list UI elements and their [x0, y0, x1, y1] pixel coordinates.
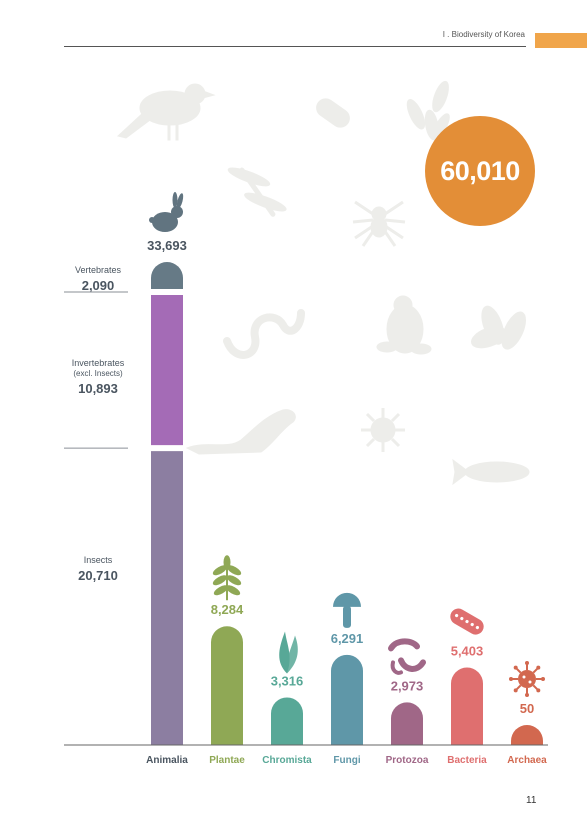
otter-icon	[186, 409, 296, 455]
page-number: 11	[526, 795, 537, 806]
bar-bacteria	[451, 667, 483, 745]
category-label-bacteria: Bacteria	[447, 755, 487, 766]
breakdown-name-vertebrates: Vertebrates	[75, 265, 122, 275]
seaweed-icon	[279, 631, 298, 674]
category-label-plantae: Plantae	[209, 755, 245, 766]
bacillus-icon	[312, 94, 354, 132]
value-label-plantae: 8,284	[211, 602, 244, 617]
bacterium-icon	[450, 608, 484, 635]
dragonfly-icon	[226, 164, 289, 218]
breakdown-value-insects: 20,710	[78, 568, 118, 583]
breakdown-name-invertebrates: Invertebrates	[72, 358, 125, 368]
value-label-protozoa: 2,973	[391, 678, 424, 693]
breakdown-value-invertebrates: 10,893	[78, 381, 118, 396]
bar-animalia-vertebrates	[151, 262, 183, 289]
value-label-archaea: 50	[520, 701, 534, 716]
category-label-fungi: Fungi	[333, 755, 360, 766]
value-label-animalia: 33,693	[147, 238, 187, 253]
breakdown-sub-invertebrates: (excl. Insects)	[73, 369, 123, 378]
mushroom-icon	[333, 592, 361, 628]
category-label-archaea: Archaea	[507, 755, 547, 766]
bird-icon	[117, 83, 215, 141]
fish-icon	[452, 459, 530, 485]
bar-animalia-invertebrates	[151, 294, 183, 446]
total-species-value: 60,010	[440, 155, 520, 186]
snake-icon	[227, 313, 301, 355]
value-label-fungi: 6,291	[331, 631, 364, 646]
value-label-bacteria: 5,403	[451, 644, 484, 659]
category-label-animalia: Animalia	[146, 755, 188, 766]
bar-chromista	[271, 697, 303, 745]
bar-fungi	[331, 654, 363, 745]
breakdown-name-insects: Insects	[84, 555, 113, 565]
category-label-chromista: Chromista	[262, 755, 312, 766]
bar-animalia-insects	[151, 451, 183, 745]
protozoa-icon	[388, 638, 426, 675]
bar-archaea	[511, 725, 543, 745]
frog-icon	[376, 295, 432, 355]
value-label-chromista: 3,316	[271, 673, 304, 688]
bar-plantae	[211, 626, 243, 745]
leaves-icon	[468, 302, 531, 354]
section-title: I . Biodiversity of Korea	[442, 30, 525, 39]
rabbit-icon	[149, 192, 184, 232]
header-rule	[64, 46, 526, 47]
breakdown-value-vertebrates: 2,090	[82, 278, 115, 293]
category-label-protozoa: Protozoa	[386, 755, 429, 766]
leaf-icon	[212, 555, 242, 601]
section-tab	[535, 33, 587, 48]
bar-protozoa	[391, 702, 423, 745]
total-species-bubble: 60,010	[425, 116, 535, 226]
microbe-icon	[359, 406, 407, 454]
virus-icon	[509, 661, 545, 697]
spider-icon	[351, 200, 407, 248]
